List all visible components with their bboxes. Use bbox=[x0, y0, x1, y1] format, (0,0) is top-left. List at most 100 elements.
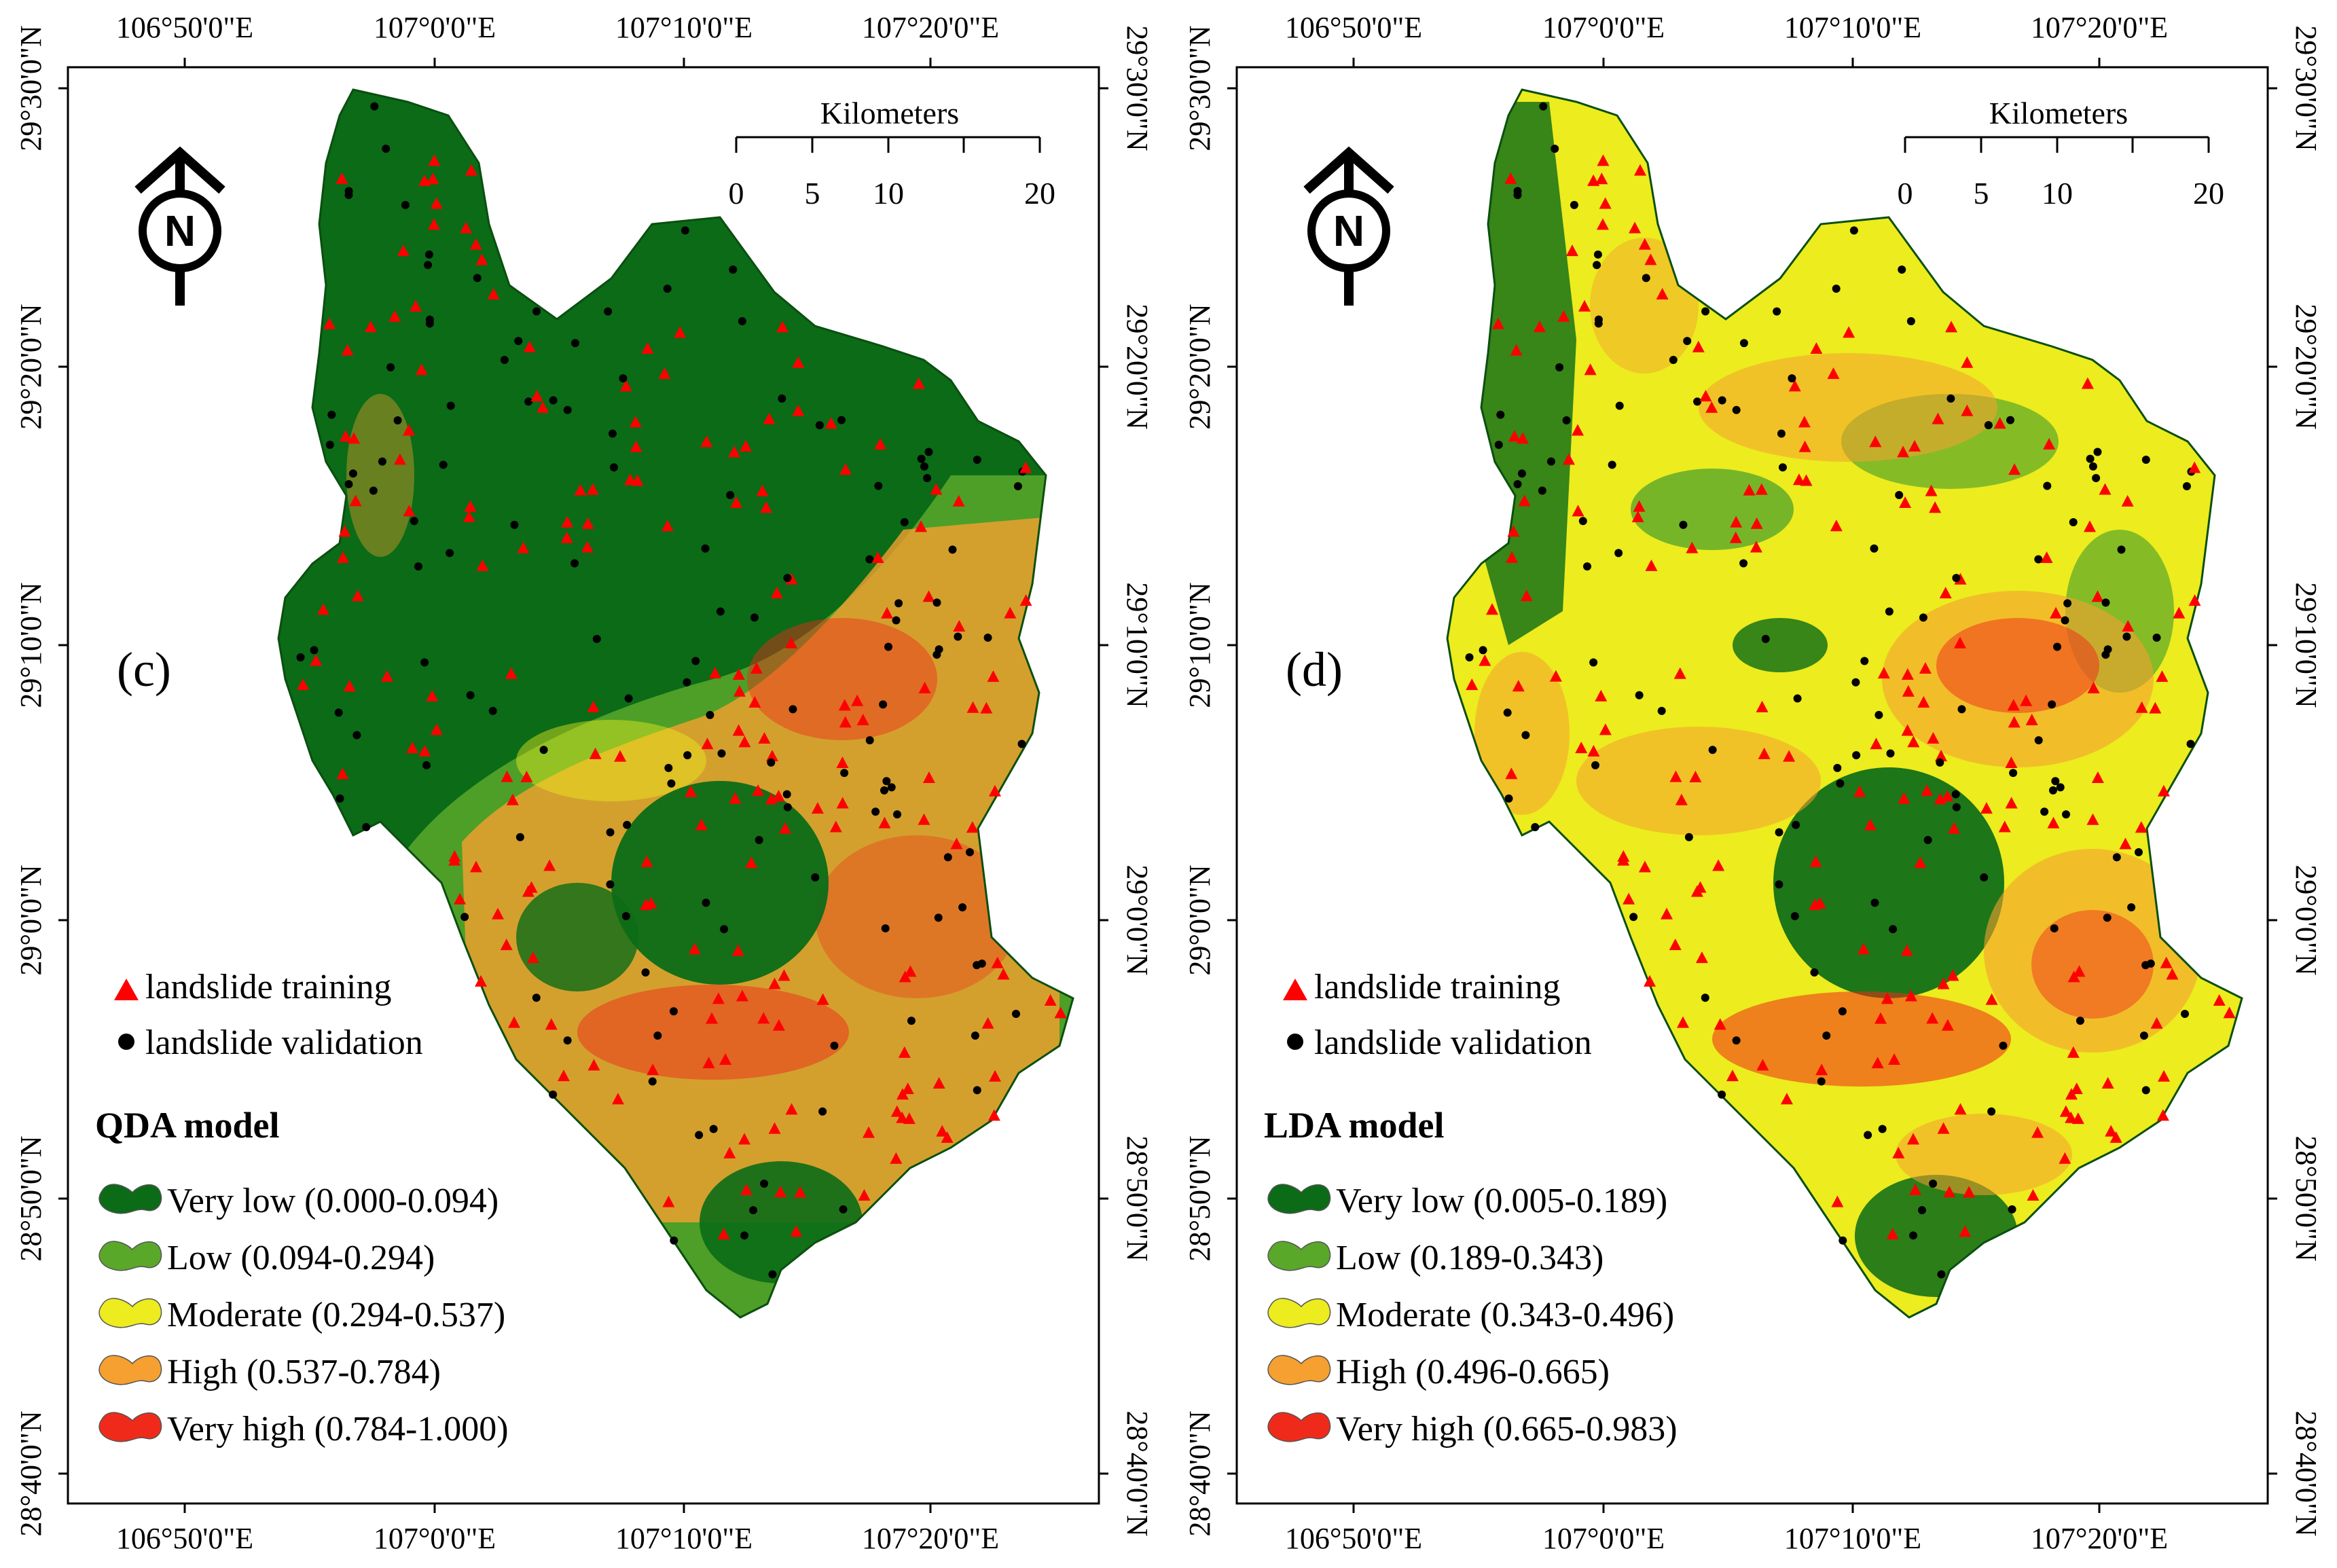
training-point bbox=[912, 377, 925, 389]
validation-point bbox=[2122, 632, 2131, 641]
training-point bbox=[988, 1109, 1000, 1121]
training-point bbox=[2070, 1082, 2083, 1095]
lat-label: 29°0'0"N bbox=[14, 864, 48, 975]
validation-point bbox=[1739, 559, 1748, 568]
training-point bbox=[1961, 404, 1974, 416]
training-point bbox=[794, 1186, 807, 1198]
training-point bbox=[491, 907, 504, 919]
legend-swatch-moderate bbox=[1267, 1298, 1331, 1328]
legend-class-label: Moderate (0.343-0.496) bbox=[1336, 1296, 1674, 1334]
validation-point bbox=[1701, 307, 1710, 316]
training-point bbox=[733, 685, 746, 697]
validation-point bbox=[1898, 265, 1906, 274]
scale-bar-title: Kilometers bbox=[820, 96, 959, 130]
validation-point bbox=[755, 835, 763, 844]
lat-label: 28°50'0"N bbox=[1183, 1135, 1216, 1261]
legend-validation-label: landslide validation bbox=[145, 1023, 423, 1062]
validation-point bbox=[606, 880, 615, 889]
validation-point bbox=[1952, 574, 1961, 583]
training-point bbox=[719, 1053, 732, 1065]
training-point bbox=[430, 723, 443, 735]
validation-point bbox=[2117, 545, 2126, 554]
validation-point bbox=[778, 394, 786, 403]
validation-point bbox=[1957, 705, 1966, 714]
map-svg-qda: 106°50'0"E 107°0'0"E 107°10'0"E 107°20'0… bbox=[14, 11, 1154, 1555]
training-point bbox=[520, 770, 533, 782]
legend-class-label: Very low (0.000-0.094) bbox=[167, 1182, 499, 1220]
training-point bbox=[1512, 680, 1525, 692]
training-point bbox=[768, 1122, 781, 1134]
training-point bbox=[717, 1228, 730, 1240]
training-point bbox=[2086, 813, 2099, 825]
training-point bbox=[1638, 238, 1651, 250]
training-point bbox=[712, 992, 725, 1004]
validation-point bbox=[2127, 903, 2136, 912]
lat-label: 29°30'0"N bbox=[1121, 25, 1154, 151]
lon-label: 107°20'0"E bbox=[2031, 11, 2168, 44]
training-point bbox=[1004, 606, 1017, 619]
training-point bbox=[790, 1225, 803, 1237]
training-point bbox=[772, 1019, 785, 1031]
training-point bbox=[1959, 1225, 1972, 1237]
legend-class-label: Low (0.094-0.294) bbox=[167, 1239, 435, 1277]
training-point bbox=[1980, 802, 1993, 814]
training-point bbox=[418, 174, 431, 186]
validation-dot-icon bbox=[118, 1034, 134, 1050]
susceptibility-legend: LDA model Very low (0.005-0.189) Low (0.… bbox=[1264, 1105, 1678, 1448]
validation-point bbox=[1832, 285, 1841, 293]
validation-point bbox=[664, 763, 673, 772]
training-point bbox=[1595, 172, 1608, 185]
validation-point bbox=[1775, 880, 1783, 889]
training-point bbox=[469, 860, 482, 873]
validation-point bbox=[837, 416, 846, 424]
validation-point bbox=[2050, 924, 2059, 933]
training-point bbox=[2158, 1070, 2171, 1082]
training-point bbox=[1520, 589, 1533, 602]
training-point bbox=[1755, 483, 1768, 495]
training-point bbox=[561, 515, 574, 528]
validation-point bbox=[1864, 1131, 1872, 1139]
training-point bbox=[574, 484, 587, 496]
training-point bbox=[2160, 956, 2173, 968]
training-point bbox=[1877, 667, 1890, 679]
training-point bbox=[1925, 484, 1938, 496]
map-panel-lda: 106°50'0"E 107°0'0"E 107°10'0"E 107°20'0… bbox=[1169, 0, 2337, 1568]
validation-point bbox=[2103, 645, 2112, 654]
training-point bbox=[1921, 784, 1934, 797]
training-point bbox=[545, 1018, 558, 1030]
training-point bbox=[1963, 1186, 1976, 1198]
training-point bbox=[560, 531, 573, 543]
lat-label: 29°10'0"N bbox=[14, 582, 48, 708]
validation-point bbox=[460, 913, 469, 922]
validation-point bbox=[2062, 810, 2071, 819]
points-legend: landslide training landslide validation bbox=[1283, 968, 1592, 1062]
lon-label: 107°20'0"E bbox=[862, 1522, 999, 1555]
training-point bbox=[2150, 1017, 2163, 1029]
validation-point bbox=[1494, 440, 1503, 449]
validation-point bbox=[2141, 456, 2150, 464]
validation-point bbox=[1582, 562, 1591, 571]
training-point bbox=[1985, 993, 1998, 1005]
training-point bbox=[1054, 1006, 1067, 1019]
validation-point bbox=[1810, 968, 1819, 977]
training-point bbox=[811, 802, 824, 814]
validation-point bbox=[2112, 853, 2121, 862]
lat-label: 29°30'0"N bbox=[1183, 25, 1216, 151]
validation-point bbox=[1822, 1031, 1831, 1040]
lat-label: 29°10'0"N bbox=[1183, 582, 1216, 708]
lon-label: 107°10'0"E bbox=[1784, 1522, 1921, 1555]
training-point bbox=[1750, 541, 1762, 553]
training-point bbox=[898, 1046, 911, 1058]
validation-point bbox=[1775, 828, 1783, 837]
training-point bbox=[738, 1133, 751, 1145]
training-point bbox=[501, 770, 513, 782]
validation-point bbox=[1669, 356, 1678, 365]
training-point bbox=[1595, 689, 1608, 701]
validation-point bbox=[2093, 448, 2102, 456]
map-frame bbox=[67, 66, 1100, 1505]
training-point bbox=[1897, 445, 1910, 458]
training-point bbox=[336, 767, 349, 780]
training-point bbox=[1788, 380, 1801, 392]
training-point bbox=[1809, 855, 1822, 867]
training-point bbox=[1633, 500, 1646, 512]
